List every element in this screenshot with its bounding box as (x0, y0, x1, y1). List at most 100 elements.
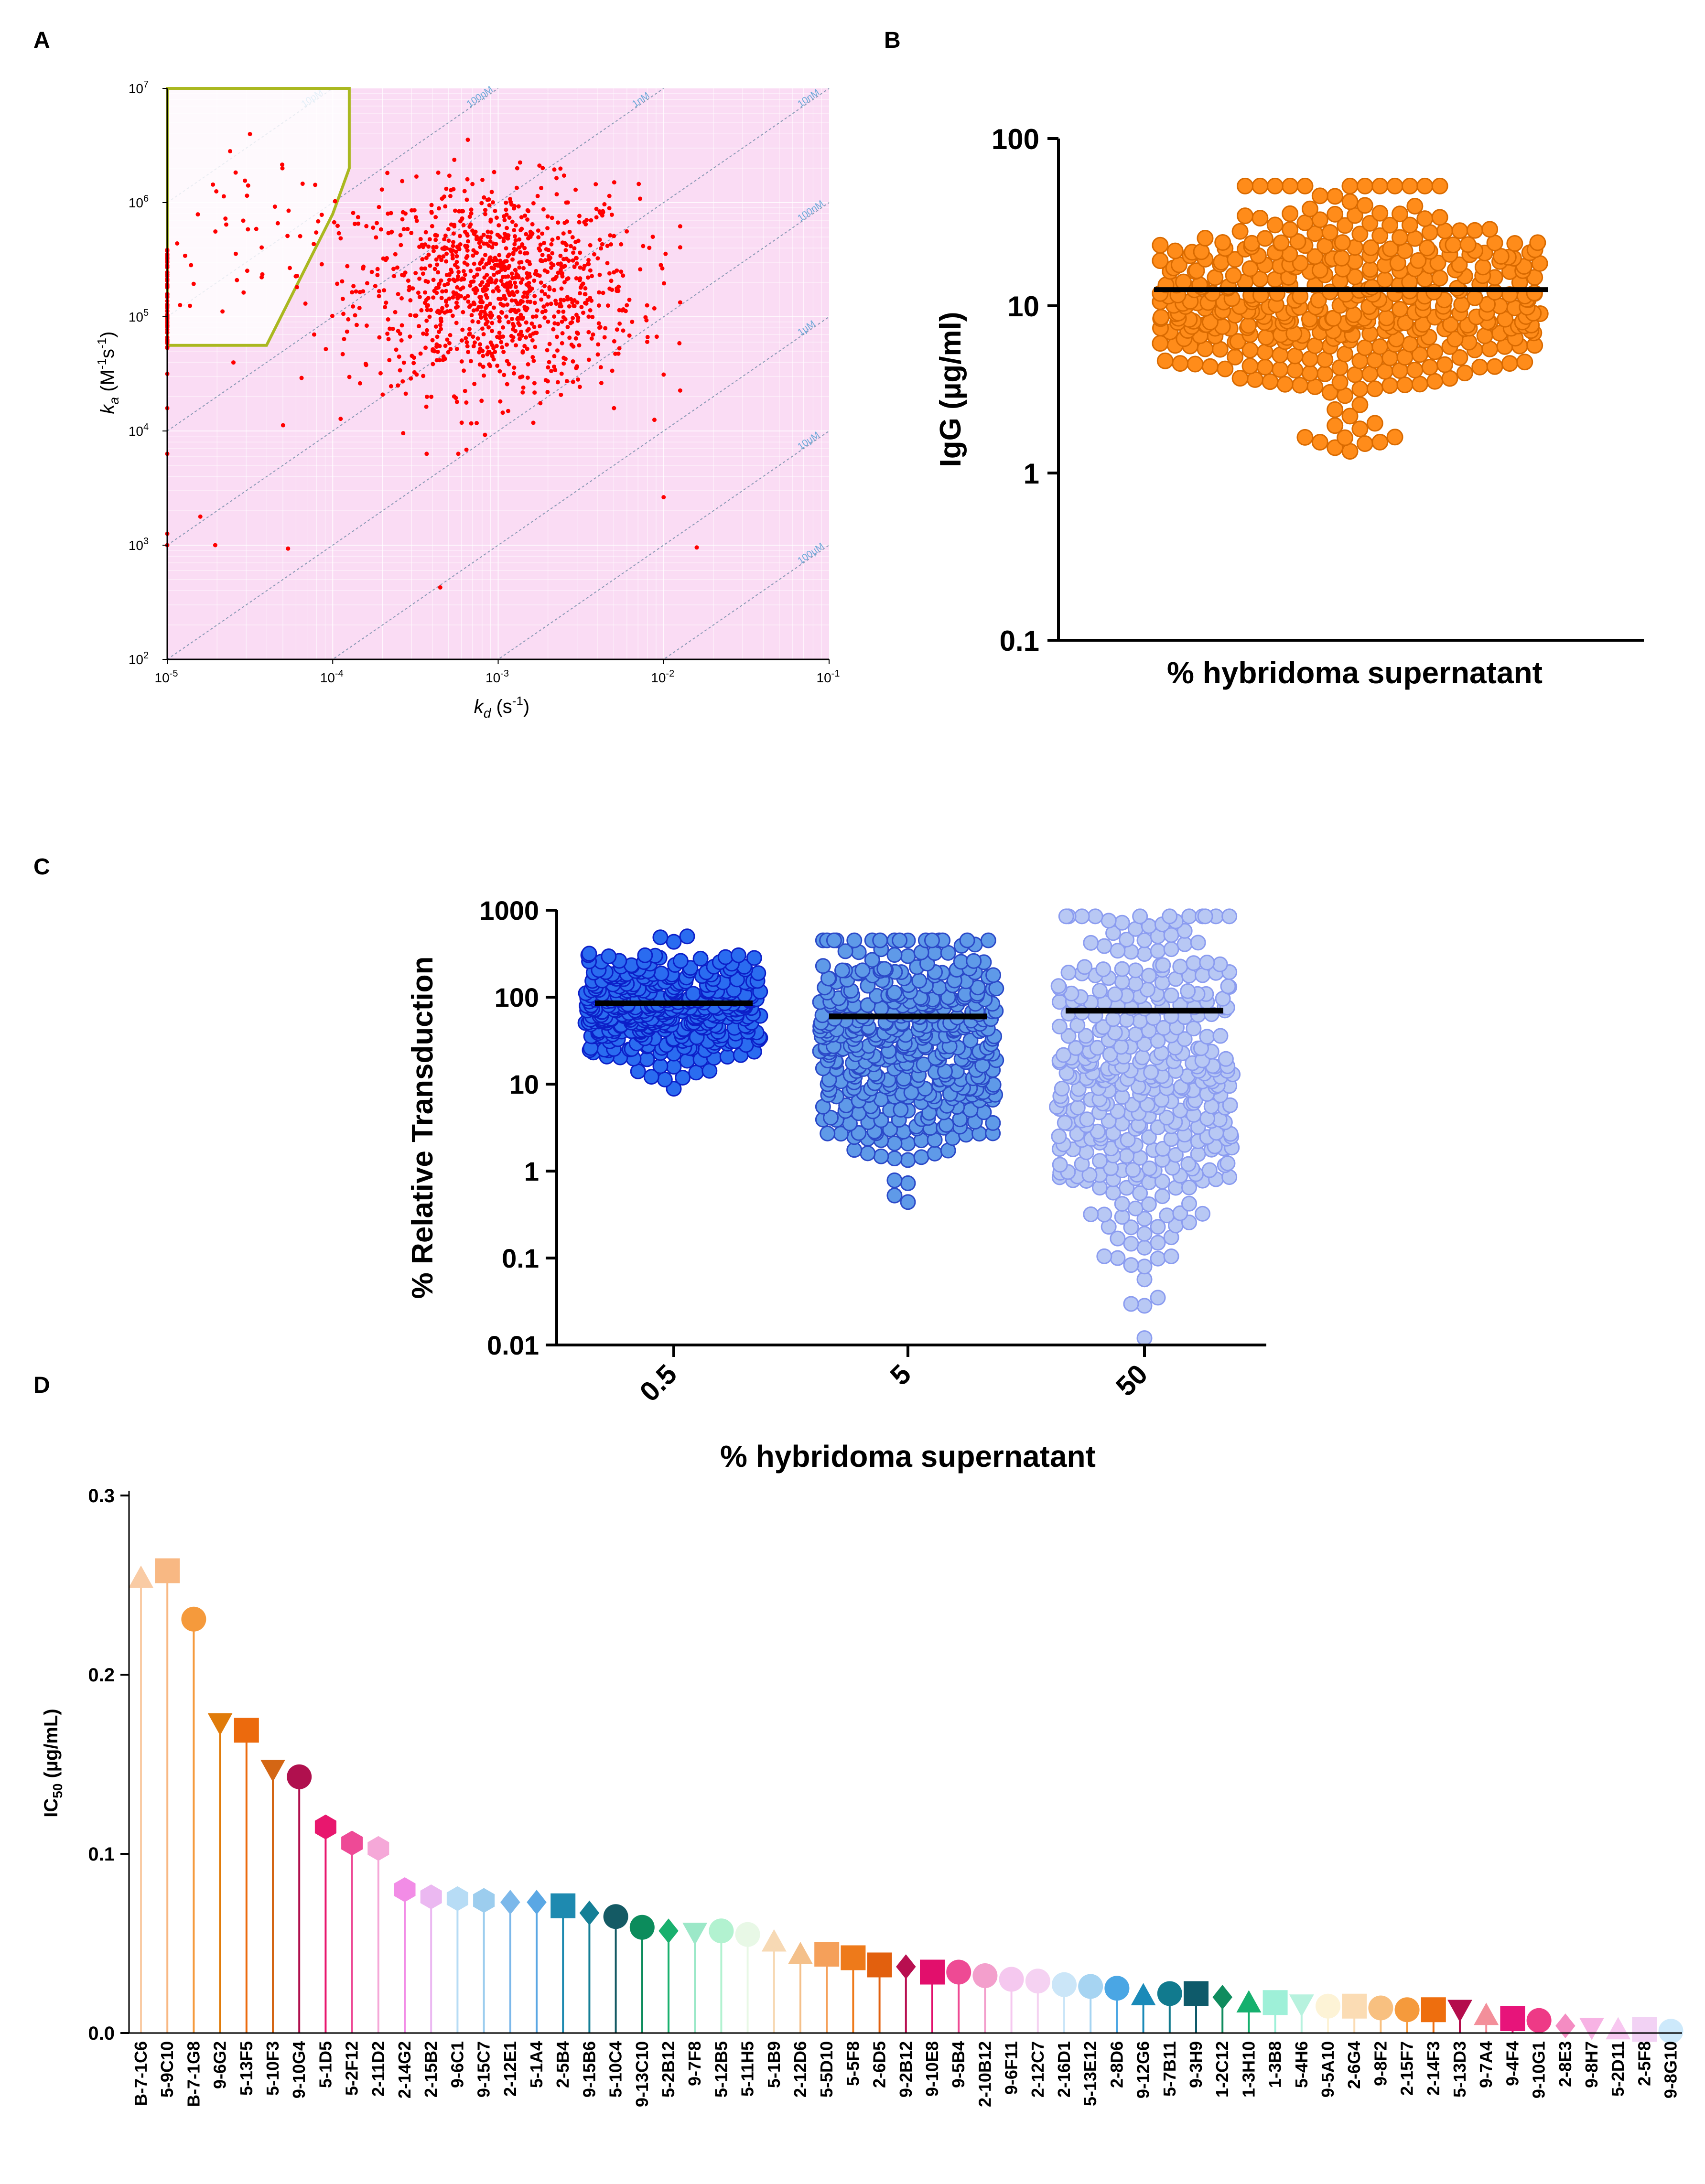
panel-a-point (556, 220, 561, 225)
panel-a-point (452, 157, 457, 162)
panel-c-point (1159, 1207, 1175, 1224)
panel-a-point (549, 368, 554, 373)
panel-a-point (598, 325, 603, 330)
panel-a-y-tick-label: 102 (129, 650, 149, 667)
panel-a-point (506, 320, 511, 324)
panel-c-point (916, 1056, 932, 1073)
panel-a-point (427, 314, 432, 319)
panel-a-point (461, 285, 465, 290)
panel-b-point (1327, 205, 1344, 223)
panel-a-point (498, 264, 503, 269)
panel-b-point (1361, 261, 1379, 278)
panel-a-point (518, 336, 522, 341)
panel-a-point (313, 183, 318, 187)
panel-c-point (1087, 908, 1103, 925)
panel-b-point (1346, 366, 1363, 383)
panel-a-point (245, 269, 249, 273)
panel-a-point (554, 192, 559, 197)
panel-a-point (351, 284, 356, 289)
panel-b-point (1426, 343, 1444, 360)
panel-c-point (666, 934, 682, 950)
panel-a-point (502, 293, 507, 298)
panel-a-point (437, 254, 442, 259)
panel-a-point (379, 187, 384, 192)
panel-a-point (459, 420, 464, 425)
panel-a-point (561, 231, 566, 236)
panel-c-point (1163, 1248, 1179, 1264)
panel-a-point (462, 260, 467, 265)
panel-a-point (472, 382, 477, 387)
panel-d-x-tick-label: 2-8D6 (1107, 2041, 1126, 2088)
panel-c-point (1199, 1029, 1215, 1045)
panel-a-x-tick-label: 10-4 (320, 668, 344, 685)
panel-a-point (434, 257, 439, 262)
panel-c-point (1083, 1206, 1099, 1222)
panel-a-point (601, 290, 605, 295)
panel-b-point (1386, 429, 1403, 446)
panel-b-point (1389, 254, 1406, 271)
panel-a-point (518, 312, 523, 317)
panel-a-point (567, 229, 572, 234)
panel-a-point (510, 219, 515, 224)
panel-a-point (481, 241, 486, 246)
panel-a-point (341, 312, 346, 316)
panel-a-point (340, 279, 345, 284)
panel-a-point (616, 351, 621, 356)
panel-b-y-tick-label: 0.1 (1000, 625, 1039, 657)
panel-d-x-tick-label: 5-9C10 (157, 2041, 177, 2098)
panel-a-point (577, 343, 582, 348)
panel-a-point (178, 303, 183, 308)
panel-d-x-tick-label: 5-5F8 (843, 2041, 863, 2086)
panel-c-point (959, 932, 975, 948)
panel-d-y-tick-label: 0.0 (88, 2023, 115, 2044)
panel-a-point (599, 381, 604, 386)
panel-c-point (1127, 1026, 1144, 1043)
panel-a-point (417, 276, 422, 281)
panel-b-point (1366, 415, 1383, 432)
panel-a-point (437, 344, 442, 348)
panel-a-y-tick-label: 107 (129, 79, 149, 96)
panel-a-point (471, 253, 475, 258)
panel-a-point (464, 336, 468, 341)
panel-a-point (571, 359, 575, 364)
panel-a-point (497, 253, 502, 258)
panel-c-point (1114, 1196, 1130, 1212)
panel-a-point (554, 334, 559, 339)
panel-a-point (565, 200, 570, 205)
panel-a-point (513, 284, 518, 289)
panel-c-point (1078, 1028, 1094, 1044)
panel-a-point (469, 313, 474, 318)
panel-a-point (532, 324, 537, 329)
panel-b-point (1341, 193, 1359, 210)
panel-b-point (1381, 216, 1399, 234)
panel-a-point (419, 308, 424, 312)
panel-d-x-tick-label: 9-6C1 (447, 2041, 467, 2088)
panel-a-point (425, 304, 430, 309)
panel-a-point (481, 265, 486, 270)
panel-a-point (365, 281, 369, 286)
panel-a-point (447, 341, 452, 345)
panel-c-point (1162, 908, 1178, 925)
panel-b-point (1381, 377, 1399, 394)
panel-a-point (550, 277, 555, 282)
panel-d-x-tick-label: 2-12E1 (500, 2041, 520, 2097)
panel-c-point (1143, 1064, 1159, 1080)
panel-d-x-tick-label: 9-10E8 (922, 2041, 942, 2097)
panel-a-point (399, 338, 404, 343)
panel-b-point (1436, 356, 1454, 373)
panel-c-point (1110, 1230, 1126, 1247)
panel-a-point (540, 310, 545, 314)
panel-c-point (913, 1149, 929, 1165)
panel-c-point (1181, 1195, 1197, 1212)
panel-a-point (485, 273, 489, 278)
panel-a-point (390, 326, 395, 331)
panel-a-point (411, 361, 416, 366)
panel-d-marker (287, 1764, 312, 1789)
panel-d-marker (550, 1893, 576, 1918)
panel-a-point (503, 274, 508, 279)
panel-a-point (338, 417, 343, 421)
panel-c-point (1057, 1115, 1073, 1131)
panel-a-point (488, 235, 493, 240)
panel-c-point (1119, 1180, 1135, 1196)
panel-a-point (600, 213, 604, 218)
